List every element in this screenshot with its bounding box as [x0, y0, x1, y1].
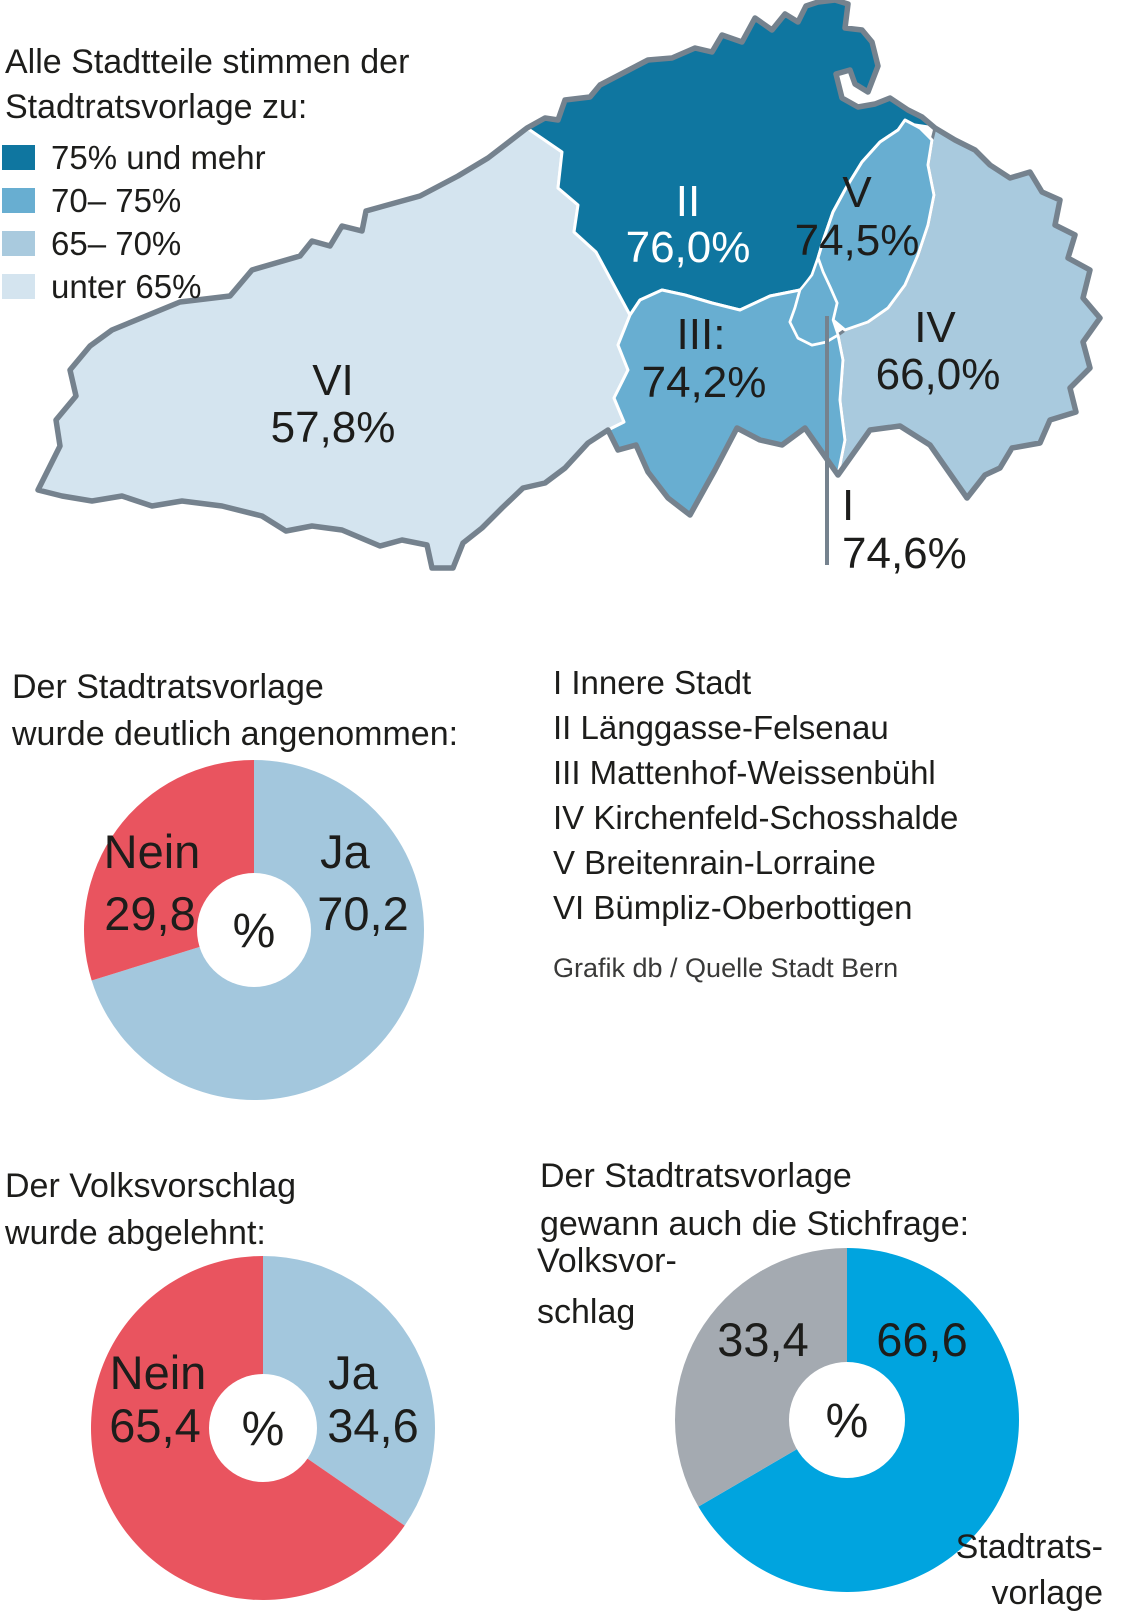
district-index-item: V Breitenrain-Lorraine: [553, 844, 876, 881]
pie-rejected-title-line2: wurde abgelehnt:: [5, 1214, 266, 1252]
district-II-value: 76,0%: [626, 223, 751, 272]
source-credit: Grafik db / Quelle Stadt Bern: [553, 953, 899, 983]
pie-accepted-title-line1: Der Stadtratsvorlage: [12, 668, 324, 706]
legend-row: unter 65%: [2, 265, 409, 308]
district-II-numeral: II: [676, 177, 700, 226]
district-VI-value: 57,8%: [271, 403, 396, 452]
pie-rejected-title-line1: Der Volksvorschlag: [5, 1167, 297, 1205]
pie-accepted-title-line2: wurde deutlich angenommen:: [12, 715, 459, 753]
legend-swatch-under-65: [2, 274, 35, 299]
pie-runoff-title-line2: gewann auch die Stichfrage:: [540, 1205, 970, 1243]
district-I-value: 74,6%: [842, 529, 967, 578]
legend-label: 70– 75%: [51, 181, 182, 219]
pie-rejected: Nein 65,4 Ja 34,6 %: [91, 1256, 436, 1601]
city-outline: [35, 0, 1103, 571]
pie-accepted: Nein 29,8 Ja 70,2 %: [83, 760, 424, 1100]
pie-rejected-title: Der Volksvorschlag wurde abgelehnt:: [5, 1163, 296, 1257]
legend-swatch-65-70: [2, 231, 35, 256]
legend-row: 65– 70%: [2, 222, 409, 265]
pie-runoff-stadtratsvorlage-label-line2: vorlage: [991, 1574, 1103, 1612]
legend-row: 75% und mehr: [2, 136, 409, 179]
district-I-numeral: I: [842, 481, 854, 530]
map-legend-title-line2: Stadtratsvorlage zu:: [5, 88, 308, 126]
legend-swatch-70-75: [2, 188, 35, 213]
district-V-numeral: V: [842, 168, 872, 217]
pie-rejected-yes-value: 34,6: [327, 1399, 418, 1452]
pie-rejected-no-value: 65,4: [109, 1399, 200, 1452]
legend-label: unter 65%: [51, 267, 202, 305]
pie-accepted-yes-value: 70,2: [317, 887, 408, 940]
pie-runoff-center-unit: %: [826, 1395, 869, 1448]
district-index-list: I Innere Stadt II Länggasse-Felsenau III…: [553, 660, 958, 930]
pie-rejected-center-unit: %: [242, 1403, 285, 1456]
district-III-numeral: III:: [677, 310, 726, 359]
pie-runoff-volksvorschlag-label-line1: Volksvor-: [537, 1242, 677, 1280]
map-legend-title: Alle Stadtteile stimmen der Stadtratsvor…: [5, 40, 409, 130]
map-legend: Alle Stadtteile stimmen der Stadtratsvor…: [2, 40, 409, 308]
district-IV-value: 66,0%: [876, 350, 1001, 399]
legend-row: 70– 75%: [2, 179, 409, 222]
legend-label: 75% und mehr: [51, 138, 266, 176]
pie-accepted-no-label: Nein: [104, 825, 201, 878]
pie-slice-ja: [263, 1256, 436, 1526]
pie-runoff-stadtratsvorlage-value: 66,6: [876, 1313, 967, 1366]
pie-runoff-stadtratsvorlage-label: Stadtrats- vorlage: [956, 1524, 1103, 1616]
pie-rejected-no-label: Nein: [110, 1346, 207, 1399]
legend-swatch-75-plus: [2, 145, 35, 170]
pie-accepted-hole: [197, 873, 311, 987]
district-index-item: III Mattenhof-Weissenbühl: [553, 754, 936, 791]
pie-rejected-hole: [209, 1374, 317, 1482]
pie-rejected-yes-label: Ja: [328, 1346, 379, 1399]
pie-accepted-yes-label: Ja: [320, 825, 371, 878]
bern-district-map: VI 57,8% II 76,0% V 74,5% III: 74,2% IV …: [35, 0, 1103, 578]
district-V-value: 74,5%: [795, 216, 920, 265]
district-index-item: I Innere Stadt: [553, 664, 752, 701]
district-VI-numeral: VI: [312, 356, 354, 405]
district-index-item: II Länggasse-Felsenau: [553, 709, 889, 746]
pie-runoff-hole: [789, 1362, 905, 1478]
pie-accepted-center-unit: %: [233, 905, 276, 958]
legend-label: 65– 70%: [51, 224, 182, 262]
district-index-item: VI Bümpliz-Oberbottigen: [553, 889, 913, 926]
map-legend-items: 75% und mehr 70– 75% 65– 70% unter 65%: [2, 136, 409, 308]
pie-accepted-no-value: 29,8: [104, 887, 195, 940]
district-IV-numeral: IV: [914, 303, 956, 352]
pie-runoff-volksvorschlag-label-line2: schlag: [537, 1293, 636, 1331]
pie-runoff: 33,4 66,6 %: [675, 1248, 1019, 1593]
district-III-value: 74,2%: [642, 358, 767, 407]
pie-runoff-stadtratsvorlage-label-line1: Stadtrats-: [955, 1528, 1103, 1566]
pie-accepted-title: Der Stadtratsvorlage wurde deutlich ange…: [12, 664, 458, 758]
pie-runoff-volksvorschlag-value: 33,4: [717, 1313, 808, 1366]
pie-runoff-title: Der Stadtratsvorlage gewann auch die Sti…: [540, 1152, 969, 1248]
pie-runoff-volksvorschlag-label: Volksvor- schlag: [537, 1236, 677, 1338]
pie-runoff-title-line1: Der Stadtratsvorlage: [540, 1157, 852, 1195]
map-legend-title-line1: Alle Stadtteile stimmen der: [5, 43, 410, 81]
district-index-item: IV Kirchenfeld-Schosshalde: [553, 799, 959, 836]
